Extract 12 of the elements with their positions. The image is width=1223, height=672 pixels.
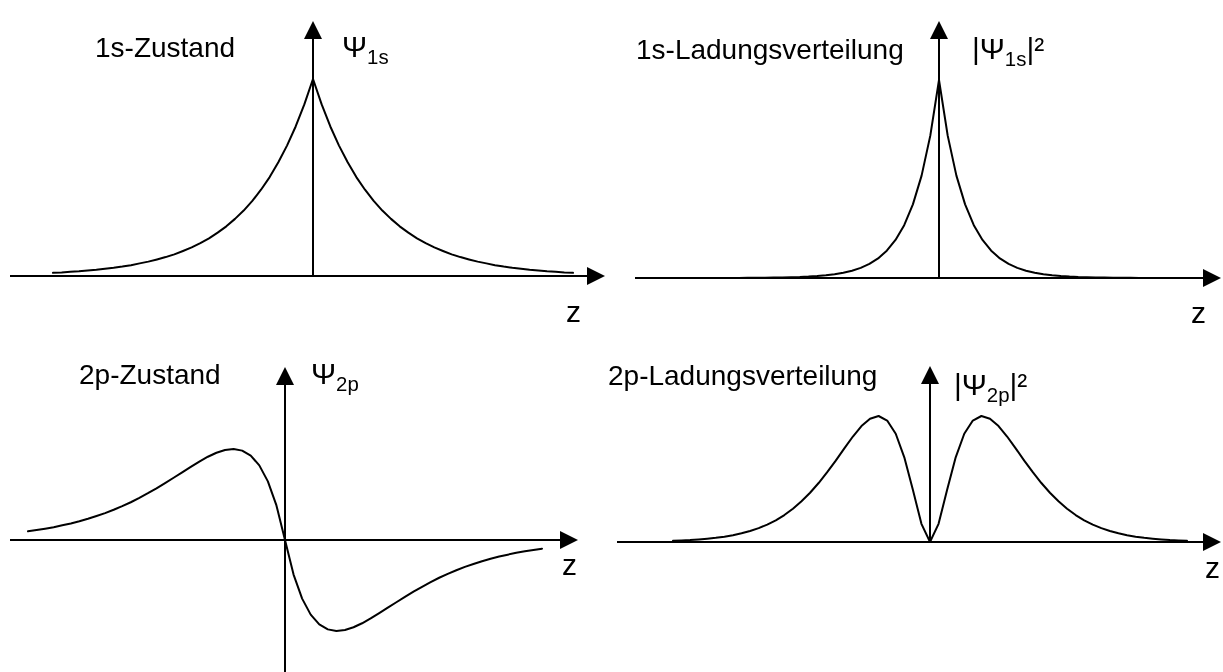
chart-title: 2p-Ladungsverteilung <box>608 360 878 391</box>
y-axis-title: Ψ$_{1s}$ <box>342 30 389 68</box>
y-axis-title: |Ψ$_{2p}$|² <box>954 368 1028 406</box>
chart-title: 1s-Ladungsverteilung <box>636 34 904 65</box>
x-axis-title: z <box>562 548 577 581</box>
x-axis-title: z <box>566 295 581 328</box>
y-axis-title: Ψ$_{2p}$ <box>311 357 359 395</box>
y-axis-title: |Ψ$_{1s}$|² <box>972 32 1045 70</box>
x-axis-title: z <box>1205 551 1220 584</box>
chart-title: 1s-Zustand <box>95 32 236 63</box>
chart-title: 2p-Zustand <box>79 359 221 390</box>
x-axis-title: z <box>1191 296 1206 329</box>
